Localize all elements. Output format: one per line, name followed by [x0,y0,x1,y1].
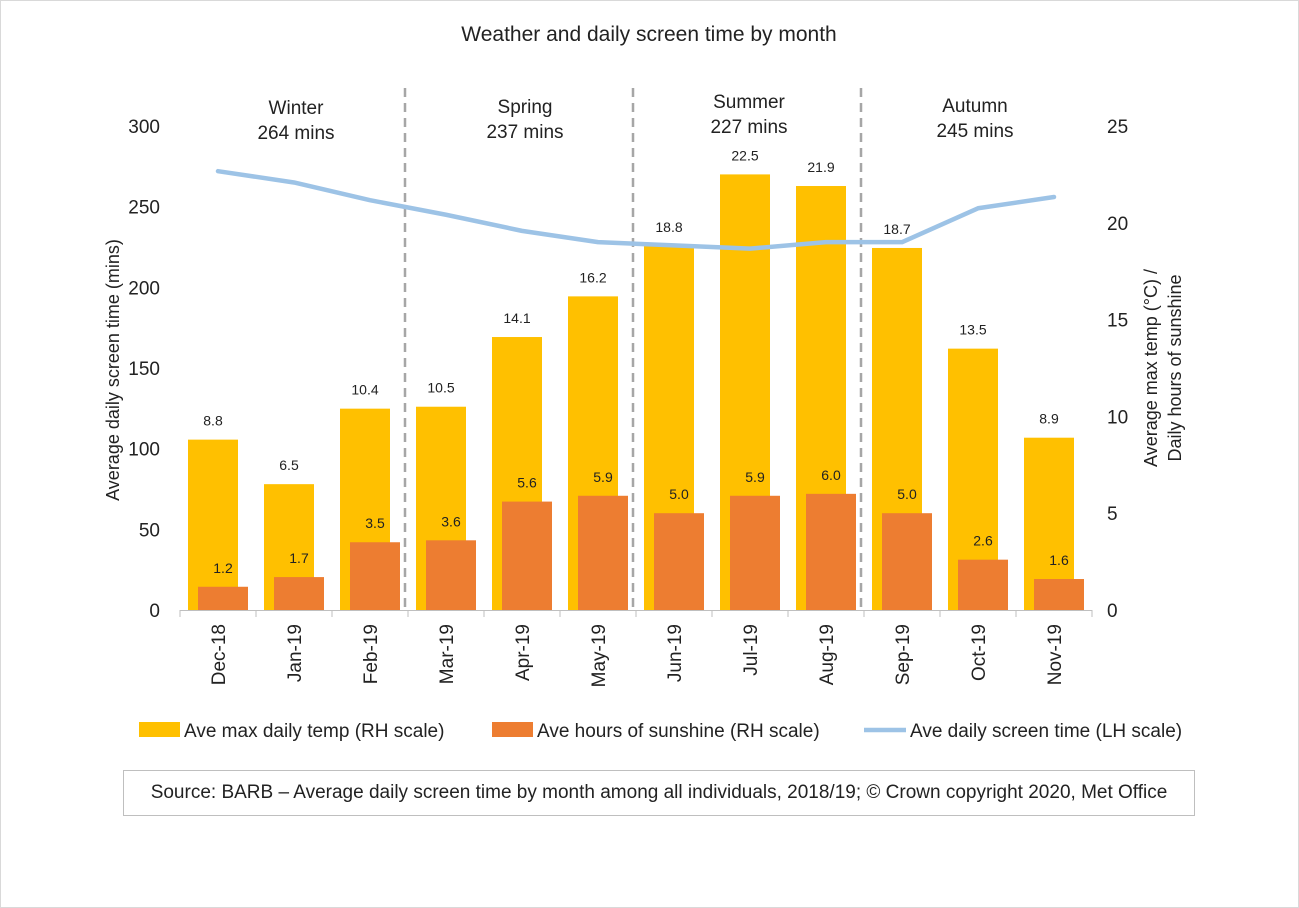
x-tick-label: Jun-19 [665,624,686,682]
legend: Ave max daily temp (RH scale) Ave hours o… [139,721,1182,742]
right-tick-label: 20 [1107,214,1128,235]
sunshine-bar-label: 1.2 [213,560,233,576]
left-tick-label: 100 [128,440,160,461]
bars [188,174,1084,611]
right-tick-label: 0 [1107,601,1118,622]
left-tick-label: 300 [128,117,160,138]
legend-label-temp: Ave max daily temp (RH scale) [184,721,444,742]
temp-bar-label: 10.5 [427,380,454,396]
temp-bar-label: 10.4 [351,382,378,398]
y-right-axis-label-line1: Average max temp (°C) / [1141,269,1161,467]
temp-bar-label: 18.7 [883,221,910,237]
x-axis: Dec-18 Jan-19 Feb-19 Mar-19 Apr-19 May-19 Jun-… [179,610,1093,687]
sunshine-bar [654,513,704,610]
season-screen-time: 227 mins [710,117,787,138]
x-tick-label: Mar-19 [437,624,458,684]
temp-bar-label: 18.8 [655,219,682,235]
sunshine-bar-label: 3.5 [365,515,385,531]
temp-bar-label: 14.1 [503,310,530,326]
sunshine-bar-label: 1.6 [1049,552,1069,568]
x-tick-label: May-19 [589,624,610,687]
legend-label-screen-time: Ave daily screen time (LH scale) [910,721,1182,742]
sunshine-bar [882,513,932,610]
season-screen-time: 264 mins [257,123,334,144]
sunshine-bar [502,501,552,610]
left-tick-label: 50 [139,520,160,541]
sunshine-bar [1034,579,1084,610]
sunshine-bar-label: 6.0 [821,467,841,483]
x-tick-label: Sep-19 [893,624,914,685]
season-name: Summer [713,92,785,113]
x-tick-label: Oct-19 [969,624,990,681]
sunshine-bar-label: 5.9 [745,469,765,485]
x-tick-label: Jul-19 [741,624,762,676]
source-box: Source: BARB – Average daily screen time… [123,770,1195,816]
sunshine-bar-label: 5.0 [669,486,689,502]
y-left-axis-label: Average daily screen time (mins) [103,239,123,501]
sunshine-bar-label: 3.6 [441,513,461,529]
chart: Weather and daily screen time by month A… [103,23,1185,742]
left-tick-label: 150 [128,359,160,380]
season-screen-time: 237 mins [486,122,563,143]
temp-bar-label: 13.5 [959,322,986,338]
sunshine-bar [958,559,1008,610]
x-tick-label: Feb-19 [361,624,382,684]
season-labels: Winter 264 mins Spring 237 mins Summer 227 mi… [257,92,1013,144]
right-tick-label: 10 [1107,407,1128,428]
temp-bar-label: 16.2 [579,269,606,285]
legend-swatch-sunshine [492,722,533,737]
sunshine-bar [350,542,400,610]
right-axis-ticks: 0 5 10 15 20 25 [1107,117,1128,622]
season-name: Spring [498,97,553,118]
right-tick-label: 15 [1107,311,1128,332]
season-name: Autumn [942,96,1007,117]
x-tick-label: Dec-18 [209,624,230,685]
sunshine-bar-label: 2.6 [973,533,993,549]
temp-bar-label: 21.9 [807,159,834,175]
legend-label-sunshine: Ave hours of sunshine (RH scale) [537,721,820,742]
sunshine-bar [806,493,856,610]
left-tick-label: 200 [128,278,160,299]
line-series [215,168,1057,251]
left-tick-label: 0 [149,601,160,622]
temp-bar [188,439,238,610]
x-tick-label: Aug-19 [817,624,838,685]
sunshine-bar-label: 5.9 [593,469,613,485]
left-axis-ticks: 0 50 100 150 200 250 300 [128,117,160,622]
temp-bar-label: 8.9 [1039,411,1059,427]
season-screen-time: 245 mins [936,121,1013,142]
right-tick-label: 25 [1107,117,1128,138]
season-dividers [403,88,863,610]
x-tick-label: Nov-19 [1045,624,1066,685]
source-text: Source: BARB – Average daily screen time… [150,782,1168,803]
left-tick-label: 250 [128,198,160,219]
legend-swatch-temp [139,722,180,737]
bar-labels: 8.8 1.2 6.5 1.7 10.4 3.5 10.5 3.6 14.1 5.6 16.2 5.9… [203,147,1069,575]
sunshine-bar [274,577,324,610]
chart-title: Weather and daily screen time by month [461,23,836,46]
screen-time-line [215,168,1057,251]
y-right-axis-label-line2: Daily hours of sunshine [1165,274,1185,461]
season-name: Winter [269,98,325,119]
temp-bar-label: 22.5 [731,147,758,163]
sunshine-bar-label: 5.0 [897,486,917,502]
x-tick-label: Jan-19 [285,624,306,682]
sunshine-bar-label: 5.6 [517,475,537,491]
sunshine-bar-label: 1.7 [289,550,309,566]
right-tick-label: 5 [1107,504,1118,525]
sunshine-bar [730,495,780,610]
temp-bar-label: 6.5 [279,457,299,473]
sunshine-bar [578,495,628,610]
x-tick-label: Apr-19 [513,624,534,681]
temp-bar-label: 8.8 [203,413,223,429]
sunshine-bar [198,586,248,610]
sunshine-bar [426,540,476,610]
